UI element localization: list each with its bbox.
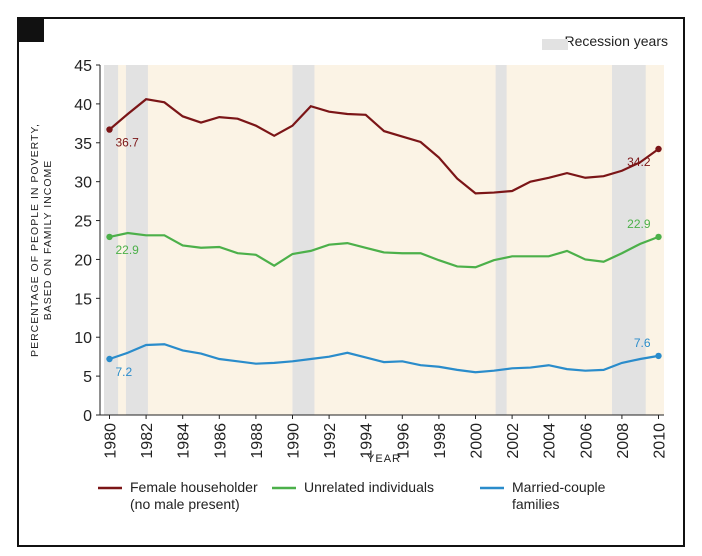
x-tick-label: 1982 bbox=[139, 423, 156, 459]
x-tick-label: 2006 bbox=[578, 423, 595, 459]
data-label: 34.2 bbox=[627, 155, 651, 169]
end-point bbox=[106, 233, 113, 241]
x-tick-label: 2000 bbox=[469, 423, 486, 459]
series-line bbox=[109, 343, 659, 374]
x-tick-label: 1992 bbox=[322, 423, 339, 459]
x-tick-label: 1986 bbox=[212, 423, 229, 459]
y-axis-title: PERCENTAGE OF PEOPLE IN POVERTY, BASED O… bbox=[29, 123, 54, 357]
data-label: 22.9 bbox=[115, 243, 139, 257]
plot-background bbox=[104, 65, 664, 415]
y-axis-title-line: BASED ON FAMILY INCOME bbox=[42, 160, 54, 320]
x-tick-label: 1984 bbox=[176, 423, 193, 459]
y-tick-label: 30 bbox=[74, 175, 92, 192]
end-point bbox=[655, 233, 662, 241]
x-tick-label: 2004 bbox=[542, 423, 559, 459]
y-tick-label: 5 bbox=[83, 369, 92, 386]
data-label: 7.6 bbox=[634, 336, 651, 350]
data-label: 7.2 bbox=[115, 365, 132, 379]
y-tick-label: 45 bbox=[74, 58, 92, 75]
y-tick-label: 10 bbox=[74, 330, 92, 347]
end-point bbox=[655, 352, 662, 360]
series-line bbox=[108, 98, 660, 195]
y-tick-label: 15 bbox=[74, 291, 92, 308]
series-line bbox=[109, 231, 659, 269]
recession-band bbox=[495, 65, 507, 415]
x-tick-label: 1980 bbox=[102, 423, 119, 459]
end-point bbox=[655, 145, 662, 153]
end-point bbox=[106, 355, 113, 363]
end-point bbox=[106, 126, 113, 133]
y-tick-label: 35 bbox=[74, 136, 92, 153]
recession-band bbox=[292, 65, 315, 415]
y-tick-label: 0 bbox=[83, 408, 92, 425]
x-axis-title: YEAR bbox=[367, 453, 401, 465]
recession-legend-swatch bbox=[542, 39, 568, 50]
recession-band bbox=[612, 65, 646, 415]
x-tick-label: 1988 bbox=[249, 423, 266, 459]
legend-label: Unrelated individuals bbox=[304, 479, 434, 495]
recession-band bbox=[125, 65, 148, 415]
x-tick-label: 1990 bbox=[285, 423, 302, 459]
x-tick-label: 2002 bbox=[505, 423, 522, 459]
y-axis-title-line: PERCENTAGE OF PEOPLE IN POVERTY, bbox=[29, 123, 41, 357]
corner-block bbox=[17, 17, 44, 42]
data-label: 22.9 bbox=[627, 217, 651, 231]
y-tick-label: 25 bbox=[74, 214, 92, 231]
x-tick-label: 2008 bbox=[615, 423, 632, 459]
x-tick-label: 2010 bbox=[652, 423, 669, 459]
data-label: 36.7 bbox=[115, 136, 139, 150]
x-tick-label: 1996 bbox=[395, 423, 412, 459]
y-tick-label: 40 bbox=[74, 97, 92, 114]
legend-label: Married-couple families bbox=[512, 479, 606, 512]
legend-label: Female householder (no male present) bbox=[130, 479, 258, 512]
recession-band bbox=[104, 65, 119, 415]
recession-legend-label: Recession years bbox=[565, 33, 669, 49]
x-tick-label: 1994 bbox=[359, 423, 376, 459]
y-tick-label: 20 bbox=[74, 252, 92, 269]
x-tick-label: 1998 bbox=[432, 423, 449, 459]
